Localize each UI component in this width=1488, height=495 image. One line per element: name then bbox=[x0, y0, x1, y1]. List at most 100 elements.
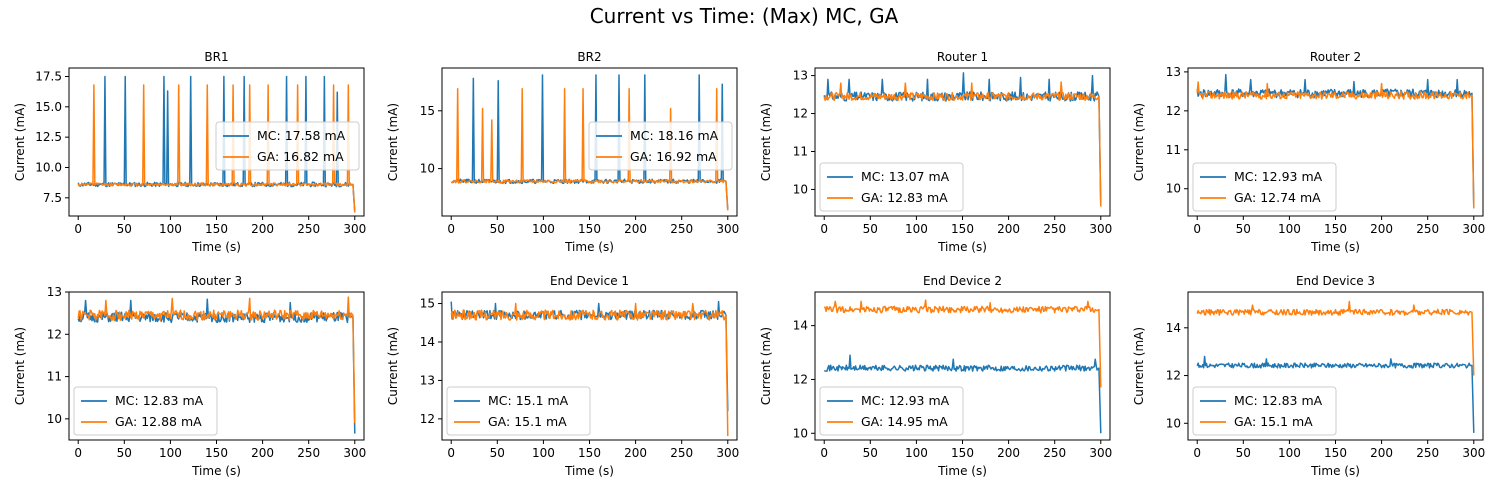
x-tick-label: 0 bbox=[1193, 222, 1201, 236]
y-axis-label: Current (mA) bbox=[1132, 103, 1146, 181]
subplot-6: 0 50 100 150 200 250 300 12 13 14 15 End Device 1 Ti… bbox=[386, 274, 739, 478]
x-tick-label: 300 bbox=[1462, 446, 1485, 460]
x-tick-label: 50 bbox=[117, 446, 132, 460]
subplot-5: 0 50 100 150 200 250 300 10 11 12 13 Router 3 Time (… bbox=[13, 274, 366, 478]
y-tick-label: 10 bbox=[793, 426, 808, 440]
x-tick-label: 200 bbox=[251, 446, 274, 460]
x-tick-label: 250 bbox=[297, 446, 320, 460]
x-tick-label: 250 bbox=[1416, 222, 1439, 236]
series-line-ga bbox=[823, 81, 1102, 207]
figure-title: Current vs Time: (Max) MC, GA bbox=[589, 4, 899, 28]
x-tick-label: 0 bbox=[447, 446, 455, 460]
x-axis-label: Time (s) bbox=[1310, 464, 1360, 478]
legend-label: MC: 12.83 mA bbox=[115, 393, 204, 408]
x-tick-label: 50 bbox=[1236, 222, 1251, 236]
x-tick-label: 300 bbox=[343, 222, 366, 236]
y-axis-label: Current (mA) bbox=[759, 327, 773, 405]
series-line-ga bbox=[1196, 81, 1475, 209]
y-tick-label: 15.0 bbox=[35, 100, 62, 114]
legend: MC: 13.07 mA GA: 12.83 mA bbox=[819, 162, 964, 212]
x-tick-label: 0 bbox=[74, 222, 82, 236]
x-tick-label: 300 bbox=[716, 222, 739, 236]
x-tick-label: 100 bbox=[159, 446, 182, 460]
x-tick-label: 150 bbox=[951, 446, 974, 460]
y-tick-label: 11 bbox=[793, 144, 808, 158]
y-tick-label: 15 bbox=[420, 297, 435, 311]
subplot-4: 0 50 100 150 200 250 300 10 11 12 13 Router 2 Time (… bbox=[1132, 50, 1485, 254]
x-tick-label: 0 bbox=[447, 222, 455, 236]
legend-label: MC: 12.83 mA bbox=[1234, 393, 1323, 408]
y-tick-label: 12.5 bbox=[35, 130, 62, 144]
subplot-title: Router 3 bbox=[191, 274, 242, 288]
legend: MC: 18.16 mA GA: 16.92 mA bbox=[588, 121, 733, 171]
series-line-ga bbox=[823, 299, 1102, 388]
y-tick-label: 17.5 bbox=[35, 69, 62, 83]
x-axis-label: Time (s) bbox=[191, 240, 241, 254]
legend-label: MC: 18.16 mA bbox=[630, 128, 719, 143]
x-tick-label: 250 bbox=[1043, 222, 1066, 236]
subplot-title: Router 2 bbox=[1310, 50, 1361, 64]
x-axis-label: Time (s) bbox=[937, 240, 987, 254]
y-tick-label: 14 bbox=[420, 335, 435, 349]
x-tick-label: 150 bbox=[1324, 222, 1347, 236]
series-line-ga bbox=[450, 302, 729, 437]
subplot-title: End Device 3 bbox=[1296, 274, 1375, 288]
legend-label: GA: 16.82 mA bbox=[257, 149, 344, 164]
x-axis-label: Time (s) bbox=[191, 464, 241, 478]
legend-label: MC: 17.58 mA bbox=[257, 128, 346, 143]
x-tick-label: 150 bbox=[578, 222, 601, 236]
y-tick-label: 12 bbox=[47, 327, 62, 341]
x-tick-label: 100 bbox=[1278, 222, 1301, 236]
x-tick-label: 200 bbox=[251, 222, 274, 236]
x-tick-label: 250 bbox=[1416, 446, 1439, 460]
x-tick-label: 200 bbox=[1370, 222, 1393, 236]
subplot-2: 0 50 100 150 200 250 300 10 15 BR2 Time (s) Current… bbox=[386, 50, 739, 254]
subplot-title: End Device 1 bbox=[550, 274, 629, 288]
subplot-1: 0 50 100 150 200 250 300 7.5 10.0 12.5 15.0 17.5 BR1… bbox=[13, 50, 366, 254]
x-axis-label: Time (s) bbox=[1310, 240, 1360, 254]
x-tick-label: 100 bbox=[159, 222, 182, 236]
series-line-mc bbox=[1196, 355, 1475, 433]
x-tick-label: 300 bbox=[343, 446, 366, 460]
legend-box bbox=[819, 162, 964, 212]
y-tick-label: 10 bbox=[420, 162, 435, 176]
y-tick-label: 12 bbox=[793, 107, 808, 121]
y-tick-label: 14 bbox=[793, 319, 808, 333]
x-tick-label: 100 bbox=[532, 446, 555, 460]
legend: MC: 15.1 mA GA: 15.1 mA bbox=[446, 386, 591, 436]
legend-label: MC: 12.93 mA bbox=[861, 393, 950, 408]
y-axis-label: Current (mA) bbox=[386, 327, 400, 405]
legend-box bbox=[1192, 386, 1337, 436]
series-line-ga bbox=[451, 88, 729, 211]
x-tick-label: 50 bbox=[1236, 446, 1251, 460]
x-tick-label: 200 bbox=[1370, 446, 1393, 460]
x-axis-label: Time (s) bbox=[564, 240, 614, 254]
y-tick-label: 13 bbox=[1166, 65, 1181, 79]
x-tick-label: 50 bbox=[490, 446, 505, 460]
y-tick-label: 13 bbox=[793, 69, 808, 83]
y-tick-label: 10 bbox=[47, 412, 62, 426]
y-axis-label: Current (mA) bbox=[13, 327, 27, 405]
legend-label: GA: 12.88 mA bbox=[115, 414, 202, 429]
series-line-ga bbox=[77, 84, 356, 213]
legend-label: GA: 15.1 mA bbox=[1234, 414, 1313, 429]
x-tick-label: 0 bbox=[820, 446, 828, 460]
series-line-ga bbox=[77, 296, 356, 424]
x-tick-label: 300 bbox=[716, 446, 739, 460]
x-tick-label: 200 bbox=[997, 222, 1020, 236]
legend-box bbox=[446, 386, 591, 436]
series-line-ga bbox=[1196, 300, 1475, 376]
x-tick-label: 250 bbox=[670, 446, 693, 460]
y-tick-label: 12 bbox=[420, 412, 435, 426]
x-tick-label: 250 bbox=[297, 222, 320, 236]
x-tick-label: 100 bbox=[905, 446, 928, 460]
subplot-3: 0 50 100 150 200 250 300 10 11 12 13 Router 1 Time (… bbox=[759, 50, 1112, 254]
subplot-title: Router 1 bbox=[937, 50, 988, 64]
legend-box bbox=[819, 386, 964, 436]
x-tick-label: 0 bbox=[74, 446, 82, 460]
y-axis-label: Current (mA) bbox=[1132, 327, 1146, 405]
y-axis-label: Current (mA) bbox=[13, 103, 27, 181]
subplot-8: 0 50 100 150 200 250 300 10 12 14 End Device 3 Time… bbox=[1132, 274, 1485, 478]
legend: MC: 12.83 mA GA: 15.1 mA bbox=[1192, 386, 1337, 436]
